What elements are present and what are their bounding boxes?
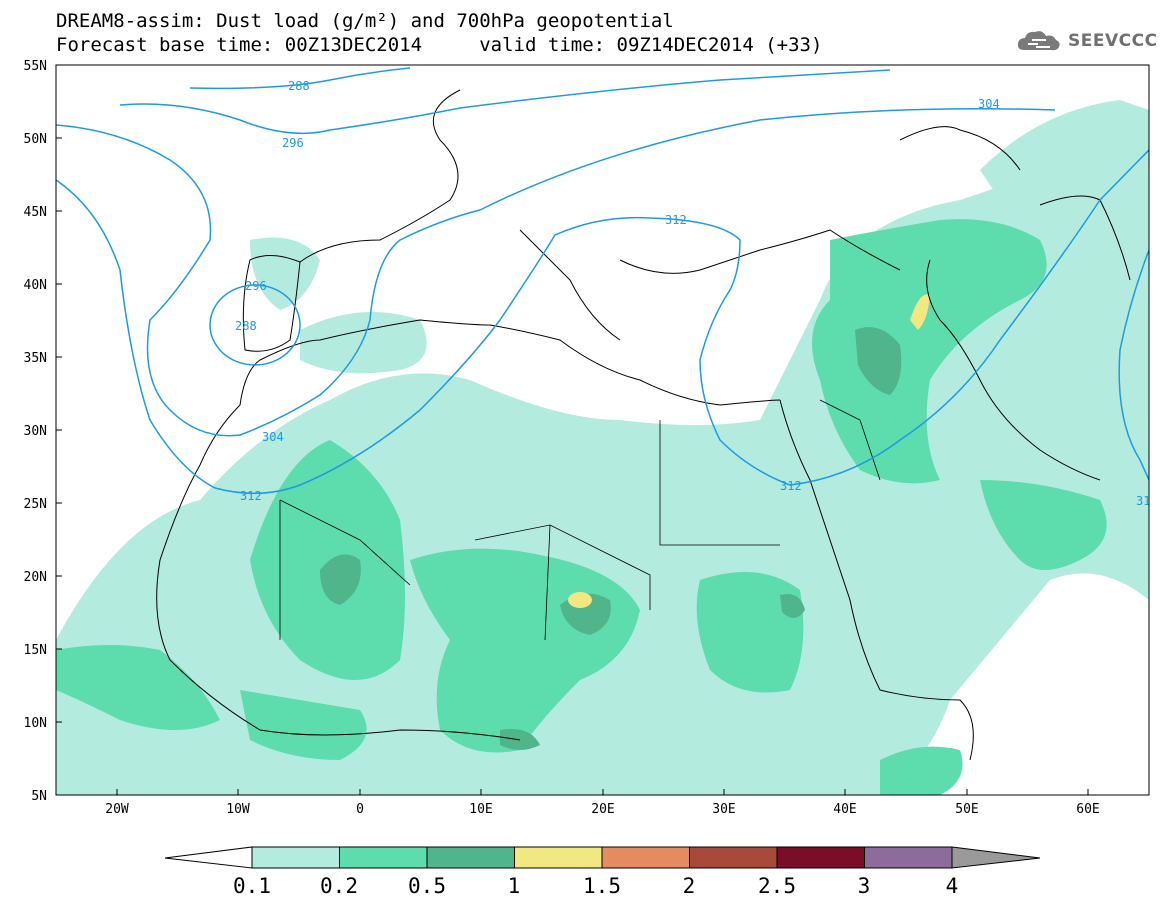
legend-tick: 1 — [508, 874, 521, 898]
lon-label: 10W — [226, 802, 250, 817]
longitude-axis — [116, 789, 1089, 795]
legend-tick: 2 — [683, 874, 696, 898]
lon-label: 10E — [469, 802, 492, 817]
lat-label: 35N — [24, 351, 47, 366]
lat-label: 5N — [31, 789, 47, 804]
legend-tick: 0.2 — [320, 874, 358, 898]
contour-label: 296 — [282, 136, 304, 150]
lat-label: 40N — [24, 278, 47, 293]
legend-swatch-7 — [864, 846, 953, 869]
legend-swatch-6 — [776, 846, 865, 869]
lat-label: 50N — [24, 132, 47, 147]
contour-label: 296 — [245, 279, 267, 293]
contour-label: 304 — [262, 430, 284, 444]
contour-label: 288 — [235, 319, 257, 333]
legend-swatch-1 — [339, 846, 428, 869]
contour-label: 312 — [240, 489, 262, 503]
lat-label: 45N — [24, 205, 47, 220]
contour-label: 312 — [1136, 494, 1158, 508]
lon-label: 50E — [955, 802, 978, 817]
lat-label: 25N — [24, 497, 47, 512]
legend-swatch-4 — [601, 846, 690, 869]
coastlines — [156, 89, 1131, 761]
contour-label: 312 — [665, 213, 687, 227]
legend-tick: 1.5 — [583, 874, 621, 898]
contour-label: 288 — [288, 79, 310, 93]
latitude-axis — [56, 64, 62, 796]
seevccc-logo: SEEVCCC — [1016, 28, 1158, 54]
legend-swatch-2 — [426, 846, 515, 869]
legend-swatch-5 — [689, 846, 778, 869]
lat-label: 30N — [24, 424, 47, 439]
legend-tick: 0.1 — [233, 874, 271, 898]
geopotential-isolines — [56, 67, 1149, 495]
dust-area-light — [56, 100, 1149, 795]
legend-tick: 3 — [858, 874, 871, 898]
country-borders — [279, 399, 881, 641]
lon-label: 60E — [1076, 802, 1099, 817]
legend-over-arrow — [951, 846, 1041, 869]
lat-label: 55N — [24, 59, 47, 74]
lat-label: 15N — [24, 643, 47, 658]
cloud-icon — [1017, 31, 1060, 51]
legend-tick: 2.5 — [758, 874, 796, 898]
legend-swatch-0 — [251, 846, 340, 869]
map-subtitle: Forecast base time: 00Z13DEC2014 valid t… — [56, 34, 823, 56]
legend-tick: 0.5 — [408, 874, 446, 898]
lat-label: 20N — [24, 570, 47, 585]
contour-labels: 288 296 296 288 304 312 304 312 312 312 — [235, 79, 1158, 508]
legend-swatch-3 — [514, 846, 603, 869]
legend-tick: 4 — [946, 874, 959, 898]
lon-label: 20E — [591, 802, 614, 817]
map-title: DREAM8-assim: Dust load (g/m²) and 700hP… — [56, 10, 674, 32]
color-legend — [164, 846, 1041, 869]
lon-label: 0 — [356, 802, 364, 817]
lon-label: 30E — [712, 802, 735, 817]
lon-label: 20W — [105, 802, 129, 817]
legend-under-arrow — [164, 846, 253, 869]
contour-label: 304 — [978, 97, 1000, 111]
lon-label: 40E — [833, 802, 856, 817]
lat-label: 10N — [24, 716, 47, 731]
dust-area-high — [568, 294, 930, 608]
dust-area-medium — [56, 219, 1107, 795]
contour-label: 312 — [780, 479, 802, 493]
logo-text: SEEVCCC — [1068, 31, 1158, 51]
